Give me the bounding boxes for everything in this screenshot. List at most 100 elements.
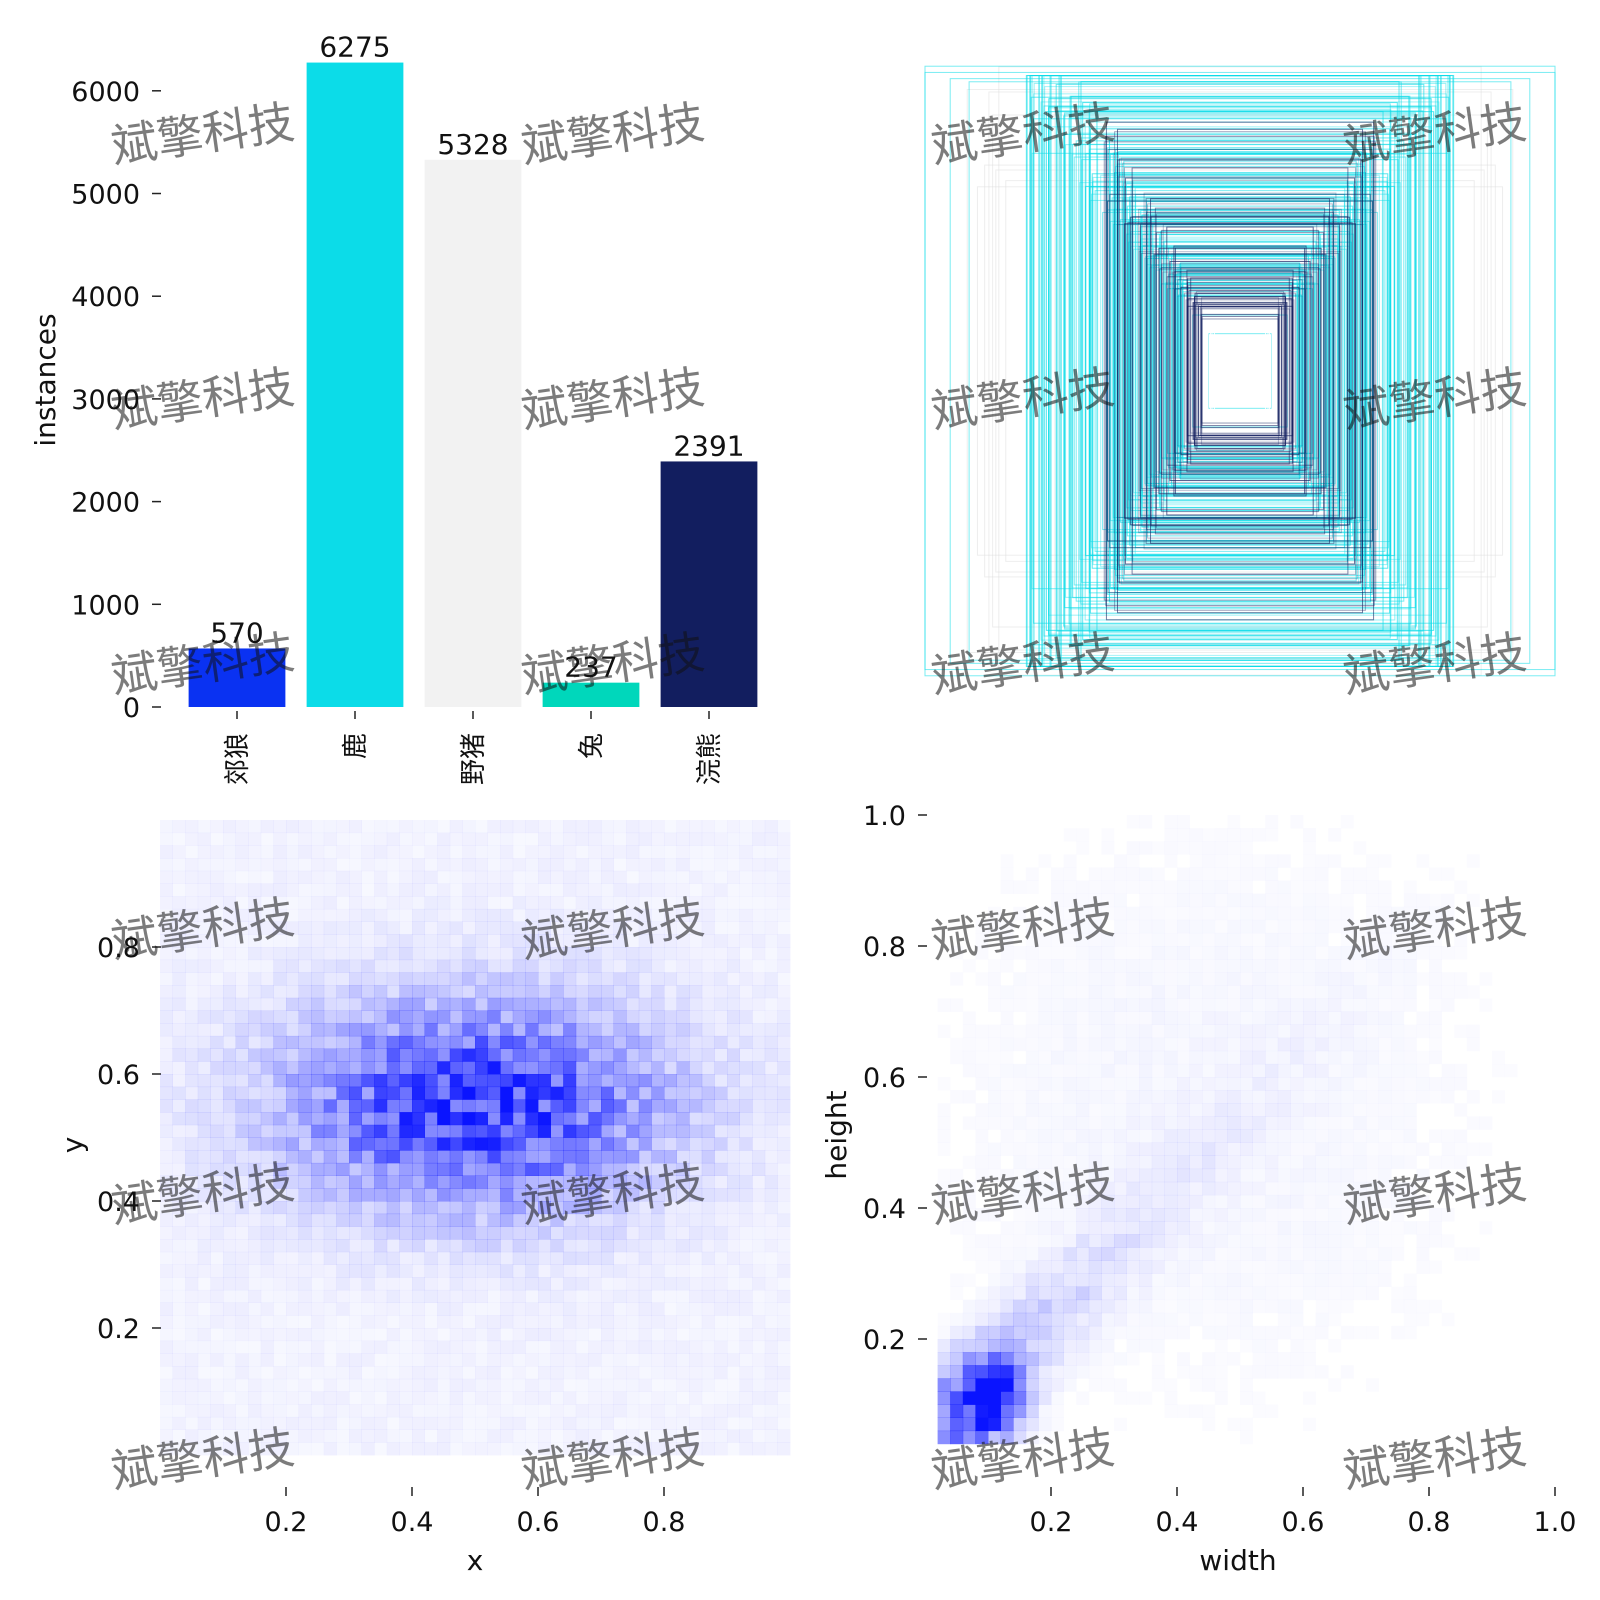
heatmap-cell <box>1051 881 1064 895</box>
heatmap-cell <box>1013 1260 1026 1274</box>
heatmap-cell <box>701 896 715 910</box>
heatmap-cell <box>651 1150 665 1164</box>
heatmap-cell <box>1315 1011 1329 1025</box>
heatmap-cell <box>1151 1129 1165 1143</box>
heatmap-cell <box>727 1366 740 1379</box>
heatmap-cell <box>449 1239 463 1253</box>
heatmap-cell <box>336 1430 349 1443</box>
heatmap-cell <box>651 870 665 884</box>
heatmap-cell <box>298 1277 312 1291</box>
heatmap-cell <box>1063 1299 1077 1314</box>
heatmap-cell <box>739 1074 753 1088</box>
heatmap-cell <box>286 1150 299 1164</box>
heatmap-cell <box>248 1391 262 1405</box>
heatmap-cell <box>487 1277 501 1291</box>
heatmap-cell <box>1341 1129 1354 1143</box>
heatmap-cell <box>386 896 400 910</box>
heatmap-cell <box>1177 1077 1190 1091</box>
heatmap-cell <box>487 1137 501 1151</box>
heatmap-cell <box>386 1188 400 1202</box>
heatmap-cell <box>172 985 186 999</box>
heatmap-cell <box>449 959 463 973</box>
heatmap-cell <box>1202 1194 1216 1209</box>
heatmap-cell <box>298 985 312 999</box>
heatmap-cell <box>323 1264 337 1278</box>
bounding-box <box>1174 247 1306 495</box>
heatmap-cell <box>550 1289 564 1303</box>
heatmap-cell <box>664 1340 677 1354</box>
heatmap-cell <box>1328 1274 1341 1288</box>
heatmap-cell <box>185 1188 199 1202</box>
heatmap-cell <box>386 1442 400 1456</box>
heatmap-cell <box>1303 1116 1316 1130</box>
heatmap-cell <box>777 1251 791 1265</box>
heatmap-cell <box>714 1353 728 1367</box>
heatmap-cell <box>1177 985 1190 999</box>
heatmap-cell <box>689 1162 703 1176</box>
heatmap-cell <box>1190 1103 1203 1117</box>
heatmap-cell <box>424 972 438 986</box>
heatmap-cell <box>689 870 703 884</box>
heatmap-cell <box>1152 1339 1165 1353</box>
heatmap-cell <box>1479 1221 1492 1235</box>
heatmap-cell <box>311 1023 325 1037</box>
heatmap-cell <box>487 1124 501 1138</box>
heatmap-cell <box>399 1404 413 1418</box>
heatmap-cell <box>963 1247 976 1261</box>
heatmap-cell <box>1001 959 1014 973</box>
heatmap-cell <box>727 1099 740 1113</box>
heatmap-cell <box>1252 1024 1266 1039</box>
heatmap-cell <box>1278 1287 1291 1301</box>
heatmap-cell <box>1089 1090 1102 1104</box>
heatmap-cell <box>651 1213 665 1227</box>
heatmap-cell <box>727 1124 740 1138</box>
heatmap-cell <box>323 947 337 961</box>
heatmap-cell <box>349 1378 362 1392</box>
heatmap-cell <box>1227 1313 1240 1327</box>
heatmap-cell <box>449 1162 463 1176</box>
heatmap-cell <box>752 845 765 858</box>
heatmap-cell <box>1025 1273 1039 1287</box>
heatmap-cell <box>311 1353 325 1367</box>
heatmap-cell <box>374 1366 388 1380</box>
heatmap-cell <box>286 947 299 961</box>
bounding-box <box>1094 190 1386 552</box>
heatmap-cell <box>1265 1274 1278 1288</box>
heatmap-cell <box>1076 1090 1090 1104</box>
heatmap-cell <box>1366 985 1379 999</box>
heatmap-cell <box>235 1416 249 1430</box>
heatmap-cell <box>752 1074 766 1088</box>
heatmap-cell <box>374 820 388 834</box>
heatmap-cell <box>689 1061 703 1075</box>
heatmap-cell <box>1379 1156 1392 1170</box>
heatmap-cell <box>273 1112 287 1126</box>
heatmap-cell <box>1290 1116 1304 1130</box>
heatmap-cell <box>575 1035 589 1049</box>
heatmap-cell <box>1214 946 1228 960</box>
heatmap-cell <box>651 1201 665 1215</box>
heatmap-cell <box>1177 828 1190 842</box>
heatmap-cell <box>475 1289 488 1303</box>
heatmap-cell <box>601 985 614 999</box>
heatmap-cell <box>651 1162 665 1176</box>
heatmap-cell <box>1278 933 1291 947</box>
heatmap-cell <box>950 1391 964 1405</box>
heatmap-cell <box>651 1137 665 1151</box>
heatmap-cell <box>160 1150 173 1164</box>
heatmap-cell <box>1139 933 1152 947</box>
heatmap-cell <box>1278 1169 1291 1183</box>
heatmap-cell <box>1290 1064 1303 1078</box>
heatmap-cell <box>462 959 476 973</box>
heatmap-cell <box>1076 1077 1089 1091</box>
heatmap-cell <box>664 1213 677 1227</box>
heatmap-cell <box>937 1391 951 1405</box>
heatmap-cell <box>538 1175 551 1189</box>
heatmap-cell <box>701 1150 715 1164</box>
heatmap-cell <box>588 1239 602 1253</box>
heatmap-cell <box>1227 959 1240 973</box>
heatmap-cell <box>437 1289 451 1303</box>
heatmap-cell <box>1139 946 1152 960</box>
heatmap-cell <box>512 1366 526 1380</box>
heatmap-cell <box>349 1264 362 1278</box>
heatmap-cell <box>1101 1116 1114 1130</box>
